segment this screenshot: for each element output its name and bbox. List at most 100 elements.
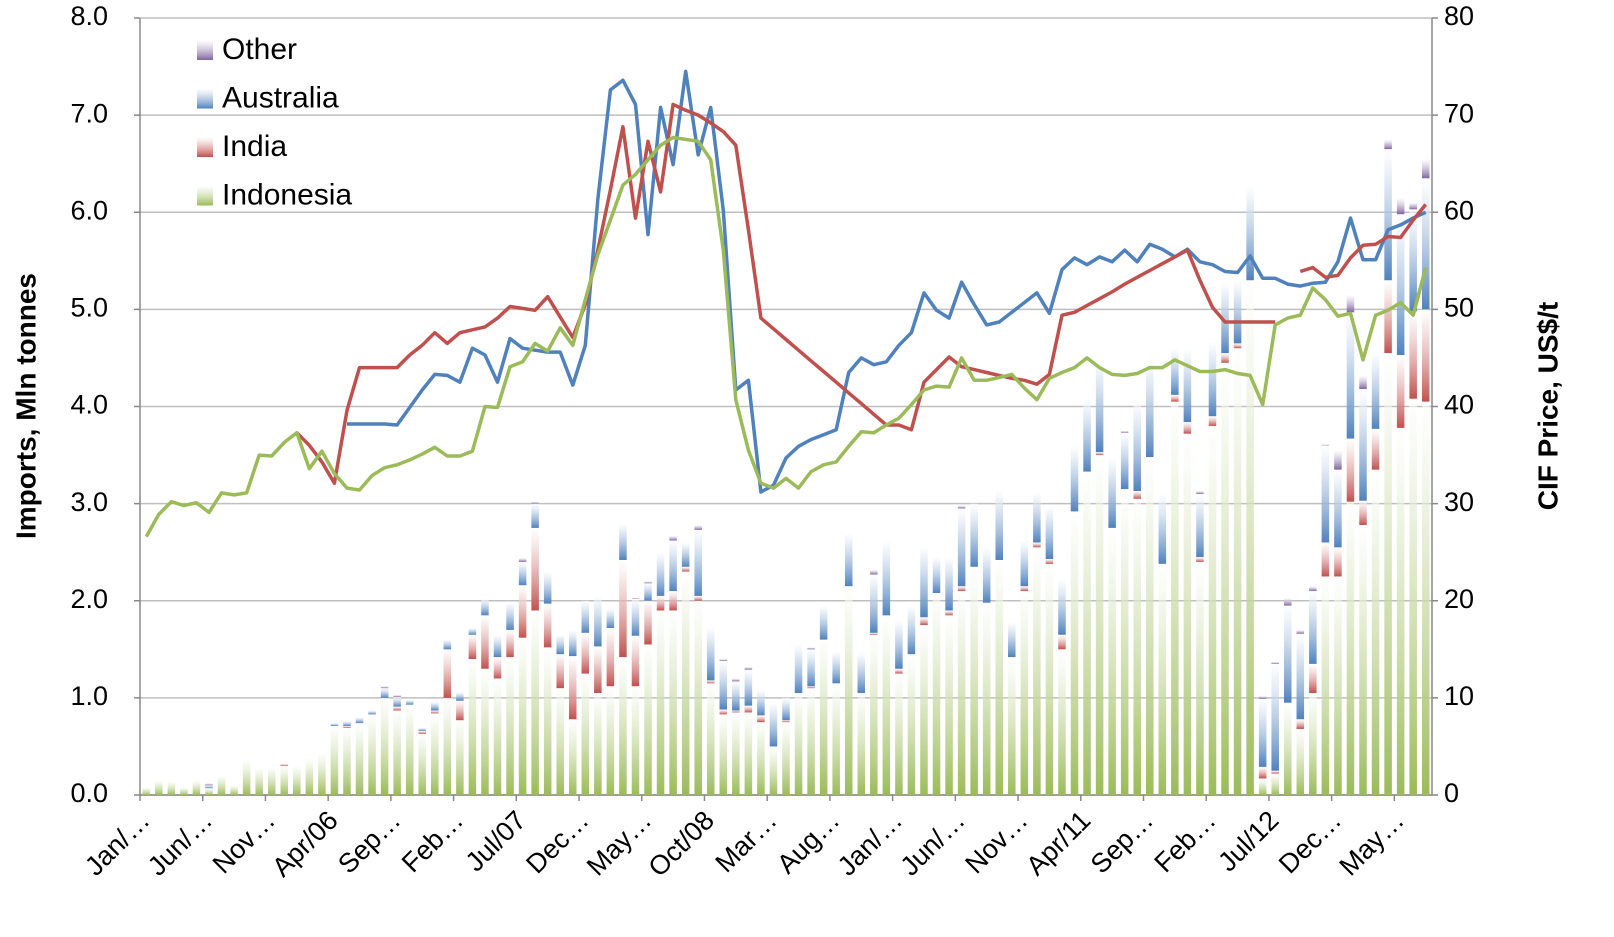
bar-segment: [1409, 311, 1417, 399]
bar-segment: [870, 634, 878, 795]
x-tick-label: Dec…: [520, 805, 594, 879]
bar-segment: [431, 701, 439, 711]
bar-segment: [882, 615, 891, 795]
price-line: [144, 135, 1428, 538]
y2-tick-label: 30: [1444, 487, 1474, 517]
bar-segment: [1171, 394, 1179, 402]
bar-segment: [694, 600, 702, 795]
bar-segment: [1058, 649, 1066, 795]
y-axis-title: Imports, Mln tonnes: [10, 273, 41, 539]
bar-segment: [568, 629, 577, 657]
bar-segment: [782, 697, 790, 721]
bar-segment: [732, 681, 740, 711]
bar-segment: [631, 635, 640, 687]
bar-segment: [1371, 352, 1380, 429]
bar-segment: [1095, 452, 1104, 456]
bar-segment: [1309, 693, 1317, 795]
bar-segment: [769, 746, 778, 795]
x-tick-label: Jul/07: [460, 805, 532, 877]
bar-segment: [205, 783, 213, 786]
bar-segment: [1409, 209, 1417, 312]
x-tick-label: Apr/06: [266, 805, 343, 882]
bar-segment: [531, 527, 539, 611]
bar-segment: [857, 652, 866, 694]
y-tick-label: 4.0: [70, 390, 108, 420]
bar-segment: [142, 787, 151, 795]
bar-segment: [870, 632, 878, 635]
bar-segment: [1296, 633, 1305, 720]
bar-segment: [957, 586, 966, 592]
bar-segment: [769, 702, 778, 747]
bar-segment: [681, 542, 690, 567]
bar-segment: [205, 788, 213, 795]
bar-segment: [481, 598, 489, 616]
bar-segment: [1221, 362, 1229, 795]
bar-segment: [1033, 542, 1041, 548]
bar-segment: [995, 489, 1004, 560]
bar-segment: [1246, 185, 1254, 281]
bar-segment: [456, 700, 464, 721]
bar-segment: [556, 654, 564, 689]
bar-segment: [1334, 469, 1342, 548]
y2-tick-label: 10: [1444, 681, 1474, 711]
bar-segment: [819, 605, 828, 640]
bar-segment: [844, 586, 853, 795]
bar-segment: [719, 660, 728, 710]
bar-segment: [1020, 586, 1029, 592]
y2-tick-label: 50: [1444, 293, 1474, 323]
bar-segment: [1396, 197, 1405, 215]
x-tick-label: Nov…: [959, 805, 1033, 879]
bar-segment: [594, 646, 602, 694]
bar-segment: [1171, 401, 1179, 795]
bar-segment: [1396, 427, 1405, 795]
bar-segment: [531, 610, 539, 795]
bar-segment: [1221, 353, 1229, 363]
bar-segment: [957, 505, 966, 509]
bar-segment: [456, 692, 464, 701]
bar-segment: [330, 723, 339, 727]
bar-segment: [644, 600, 652, 645]
bar-segment: [192, 780, 201, 795]
bar-segment: [217, 775, 226, 795]
bar-segment: [1083, 471, 1091, 795]
bar-segment: [1070, 445, 1079, 512]
bar-segment: [1371, 469, 1380, 795]
bar-segment: [493, 657, 502, 679]
bar-segment: [744, 666, 753, 670]
bar-segment: [155, 780, 163, 795]
bar-segment: [857, 693, 866, 795]
x-tick-label: Feb…: [1149, 805, 1222, 878]
bar-segment: [619, 559, 627, 658]
bar-segment: [1321, 445, 1330, 543]
bar-segment: [1346, 501, 1355, 795]
bar-segment: [1409, 398, 1417, 795]
bar-segment: [970, 566, 978, 795]
bar-segment: [431, 710, 439, 714]
bar-segment: [1371, 428, 1380, 470]
bar-segment: [1008, 622, 1016, 658]
bar-segment: [543, 571, 552, 604]
bar-segment: [1271, 773, 1279, 795]
bar-segment: [543, 647, 552, 795]
bar-segment: [1183, 422, 1192, 434]
bar-segment: [1233, 280, 1242, 344]
bar-segment: [719, 714, 728, 795]
bar-segment: [506, 657, 514, 795]
bar-segment: [355, 723, 364, 795]
bar-segment: [644, 581, 652, 584]
bar-segment: [1095, 455, 1104, 795]
legend-swatch: [197, 88, 213, 109]
bar-segment: [330, 726, 339, 795]
bar-segment: [456, 720, 464, 795]
bar-segment: [1359, 524, 1367, 795]
x-tick-label: Mar…: [710, 805, 783, 878]
bar-segment: [1283, 702, 1292, 795]
bar-segment: [1020, 591, 1029, 795]
y-tick-label: 8.0: [70, 1, 108, 31]
bar-segment: [681, 566, 690, 572]
bar-segment: [932, 592, 941, 795]
bar-segment: [1196, 490, 1204, 494]
bar-segment: [945, 557, 953, 611]
bar-segment: [205, 785, 213, 789]
bar-segment: [393, 694, 401, 697]
